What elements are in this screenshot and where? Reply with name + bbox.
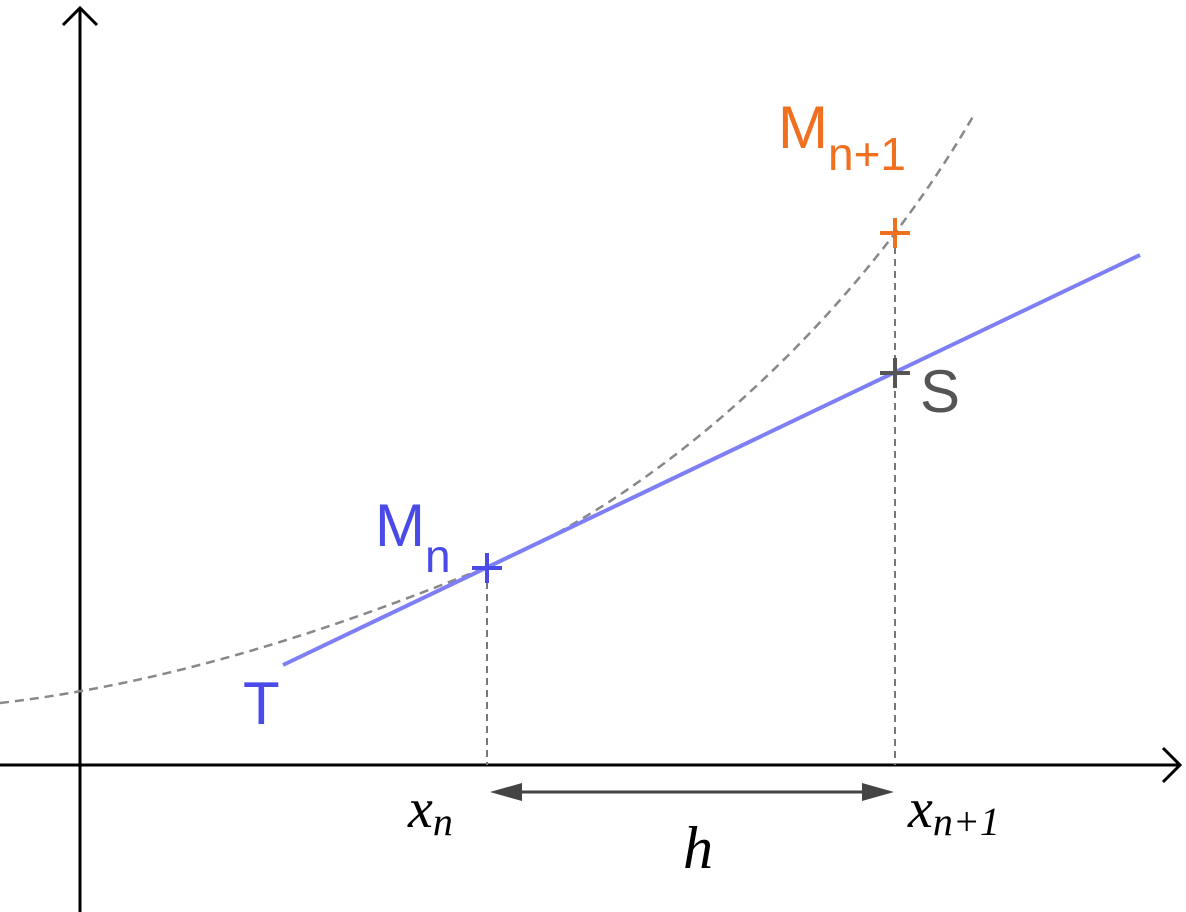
point-s: [880, 358, 910, 388]
curve: [0, 112, 977, 705]
point-mn1: [880, 218, 910, 248]
y-axis-arrow: [61, 5, 99, 27]
step-arrow-head: [862, 783, 894, 801]
label-mn: Mn: [375, 492, 451, 582]
label-xn: xn: [407, 778, 453, 844]
step-arrow-head: [490, 783, 522, 801]
tangent-line: [282, 253, 1141, 667]
point-mn: [472, 553, 502, 583]
x-axis-arrow: [1161, 746, 1183, 784]
label-xn1: xn+1: [907, 778, 1000, 844]
label-mn1: Mn+1: [778, 94, 906, 180]
label-s: S: [920, 358, 960, 425]
label-t: T: [243, 670, 280, 737]
label-h: h: [683, 815, 713, 881]
